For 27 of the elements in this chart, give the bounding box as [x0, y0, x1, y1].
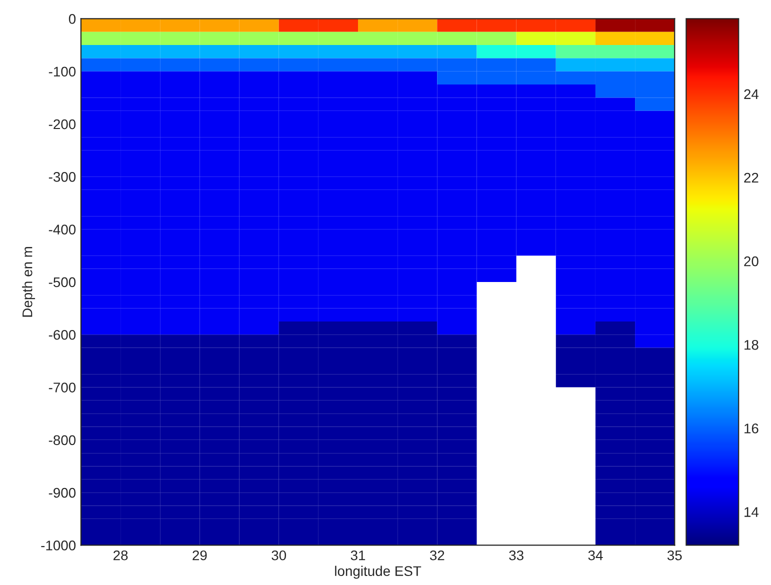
x-tick-label: 34	[588, 550, 603, 560]
x-tick-label: 32	[430, 550, 444, 560]
x-tick-label: 33	[509, 550, 524, 560]
y-tick-label: -500	[48, 277, 76, 288]
y-tick-label: 0	[68, 14, 76, 24]
color-bar-label: 20	[744, 256, 758, 266]
color-bar-label: 18	[744, 340, 758, 350]
y-tick-label: -400	[48, 224, 76, 234]
x-tick-label: 29	[192, 550, 207, 560]
x-tick-label: 35	[667, 550, 682, 560]
x-axis-title: longitude EST	[335, 566, 422, 579]
y-axis-title: Depth en m	[22, 246, 36, 317]
x-tick-label: 31	[350, 550, 366, 560]
y-tick-label: -300	[48, 172, 76, 182]
y-tick-label: -800	[48, 435, 76, 446]
y-tick-label: -900	[48, 488, 76, 498]
color-bar-label: 16	[744, 424, 758, 434]
x-tick-label: 28	[114, 550, 128, 560]
x-tick-label: 30	[272, 550, 286, 560]
color-bar-label: 24	[744, 89, 759, 99]
y-tick-label: -700	[48, 382, 76, 392]
color-bar-label: 22	[744, 172, 758, 183]
y-tick-label: -1000	[41, 540, 76, 550]
y-tick-label: -200	[48, 119, 76, 130]
color-bar-label: 14	[744, 507, 759, 517]
y-tick-label: -600	[48, 330, 76, 340]
y-tick-label: -100	[48, 66, 76, 77]
